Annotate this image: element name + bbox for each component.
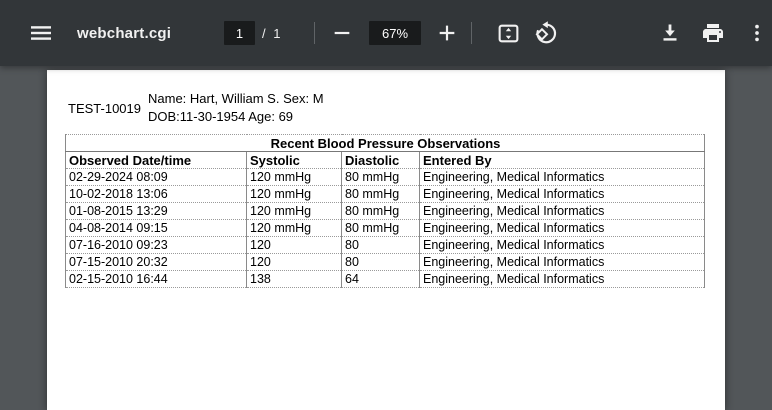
zoom-in-icon [436, 22, 458, 44]
print-button[interactable] [698, 15, 728, 51]
fit-page-button[interactable] [492, 15, 524, 51]
table-cell: 07-16-2010 09:23 [65, 236, 247, 254]
zoom-level-value[interactable]: 67% [369, 21, 421, 45]
table-cell: 02-29-2024 08:09 [65, 168, 247, 186]
column-header: Observed Date/time [65, 151, 247, 169]
table-row: 02-29-2024 08:09 120 mmHg 80 mmHg Engineeri… [65, 168, 705, 186]
table-cell: 80 [341, 236, 420, 254]
patient-id: TEST-10019 [68, 100, 141, 116]
table-cell: 07-15-2010 20:32 [65, 253, 247, 271]
menu-icon [29, 21, 53, 45]
table-row: 07-15-2010 20:32 120 80 Engineering, Medica… [65, 253, 705, 271]
table-cell: 80 [341, 253, 420, 271]
print-icon [701, 21, 725, 45]
pdf-viewer-toolbar: webchart.cgi / 1 67% [0, 0, 772, 66]
patient-dob-line: DOB:11-30-1954 Age: 69 [148, 109, 294, 124]
menu-button[interactable] [25, 15, 57, 51]
download-icon [658, 21, 682, 45]
zoom-in-button[interactable] [433, 15, 461, 51]
toolbar-divider [471, 22, 472, 44]
table-cell: 120 mmHg [246, 219, 342, 237]
page-number-input[interactable] [224, 21, 255, 45]
table-cell: 80 mmHg [341, 185, 420, 203]
zoom-out-icon [331, 22, 353, 44]
column-header: Diastolic [341, 151, 420, 169]
table-cell: 64 [341, 270, 420, 288]
patient-name-line: Name: Hart, William S. Sex: M [148, 91, 324, 106]
toolbar-divider [314, 22, 315, 44]
table-cell: 02-15-2010 16:44 [65, 270, 247, 288]
column-header: Systolic [246, 151, 342, 169]
table-cell: 80 mmHg [341, 219, 420, 237]
table-cell: 120 mmHg [246, 168, 342, 186]
table-cell: 10-02-2018 13:06 [65, 185, 247, 203]
table-row: 10-02-2018 13:06 120 mmHg 80 mmHg Engineeri… [65, 185, 705, 203]
table-cell: 120 [246, 253, 342, 271]
patient-demographics: Name: Hart, William S. Sex: M DOB:11-30-… [148, 90, 324, 126]
table-cell: Engineering, Medical Informatics [419, 168, 705, 186]
table-cell: Engineering, Medical Informatics [419, 253, 705, 271]
table-body: 02-29-2024 08:09 120 mmHg 80 mmHg Engineeri… [65, 168, 705, 288]
table-row: 01-08-2015 13:29 120 mmHg 80 mmHg Engineeri… [65, 202, 705, 220]
download-button[interactable] [655, 15, 685, 51]
zoom-out-button[interactable] [328, 15, 356, 51]
rotate-counterclockwise-icon [532, 20, 558, 46]
table-cell: 80 mmHg [341, 168, 420, 186]
table-cell: Engineering, Medical Informatics [419, 219, 705, 237]
table-cell: 80 mmHg [341, 202, 420, 220]
fit-page-icon [496, 21, 521, 46]
table-header-row: Observed Date/time Systolic Diastolic Enter… [65, 151, 705, 169]
patient-header: TEST-10019 Name: Hart, William S. Sex: M… [68, 90, 324, 126]
table-row: 04-08-2014 09:15 120 mmHg 80 mmHg Engineeri… [65, 219, 705, 237]
page-count-label: / 1 [262, 25, 283, 41]
blood-pressure-table: Recent Blood Pressure Observations Obser… [65, 134, 705, 288]
table-cell: Engineering, Medical Informatics [419, 236, 705, 254]
more-vert-icon [746, 22, 768, 44]
table-cell: 120 mmHg [246, 202, 342, 220]
document-title: webchart.cgi [77, 24, 172, 42]
more-options-button[interactable] [745, 15, 769, 51]
pdf-page: TEST-10019 Name: Hart, William S. Sex: M… [47, 70, 725, 410]
table-cell: 138 [246, 270, 342, 288]
table-cell: Engineering, Medical Informatics [419, 185, 705, 203]
table-row: 07-16-2010 09:23 120 80 Engineering, Medica… [65, 236, 705, 254]
table-row: 02-15-2010 16:44 138 64 Engineering, Medica… [65, 270, 705, 288]
rotate-counterclockwise-button[interactable] [529, 15, 561, 51]
column-header: Entered By [419, 151, 705, 169]
table-cell: Engineering, Medical Informatics [419, 270, 705, 288]
table-cell: 120 mmHg [246, 185, 342, 203]
table-title-row: Recent Blood Pressure Observations [65, 134, 705, 152]
table-cell: 01-08-2015 13:29 [65, 202, 247, 220]
table-cell: Engineering, Medical Informatics [419, 202, 705, 220]
table-title: Recent Blood Pressure Observations [65, 134, 705, 152]
table-cell: 120 [246, 236, 342, 254]
table-cell: 04-08-2014 09:15 [65, 219, 247, 237]
